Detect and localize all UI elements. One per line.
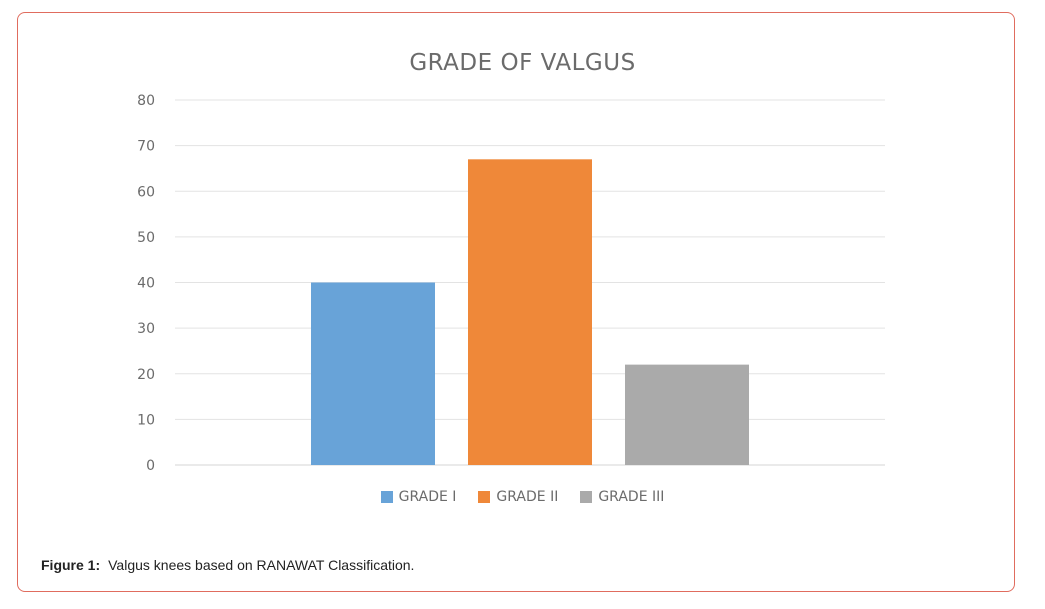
figure-caption: Figure 1: Valgus knees based on RANAWAT C… (41, 557, 414, 573)
y-tick-label: 70 (137, 139, 155, 155)
legend-swatch (380, 491, 393, 503)
caption-label: Figure 1: (41, 557, 101, 573)
legend: GRADE I GRADE II GRADE III (0, 489, 1045, 505)
legend-swatch (478, 491, 491, 503)
y-tick-label: 40 (137, 276, 155, 292)
bars (311, 159, 749, 465)
y-tick-label: 50 (137, 230, 155, 246)
legend-item-grade-i: GRADE I (380, 489, 457, 505)
y-tick-label: 20 (137, 367, 155, 383)
legend-label: GRADE I (398, 489, 457, 505)
bar-grade-ii (468, 159, 592, 465)
legend-label: GRADE III (598, 489, 665, 505)
legend-item-grade-iii: GRADE III (580, 489, 664, 505)
y-tick-label: 80 (137, 93, 155, 109)
bar-grade-i (311, 282, 435, 465)
legend-swatch (580, 491, 593, 503)
y-tick-label: 10 (137, 412, 155, 428)
y-tick-label: 0 (146, 458, 155, 474)
chart-title: GRADE OF VALGUS (409, 50, 636, 76)
caption-text: Valgus knees based on RANAWAT Classifica… (108, 557, 415, 573)
legend-item-grade-ii: GRADE II (478, 489, 558, 505)
y-tick-label: 60 (137, 184, 155, 200)
bar-grade-iii (625, 364, 749, 465)
y-tick-label: 30 (137, 321, 155, 337)
legend-label: GRADE II (496, 489, 559, 505)
y-axis-ticks: 0 10 20 30 40 50 60 70 80 (137, 93, 155, 474)
